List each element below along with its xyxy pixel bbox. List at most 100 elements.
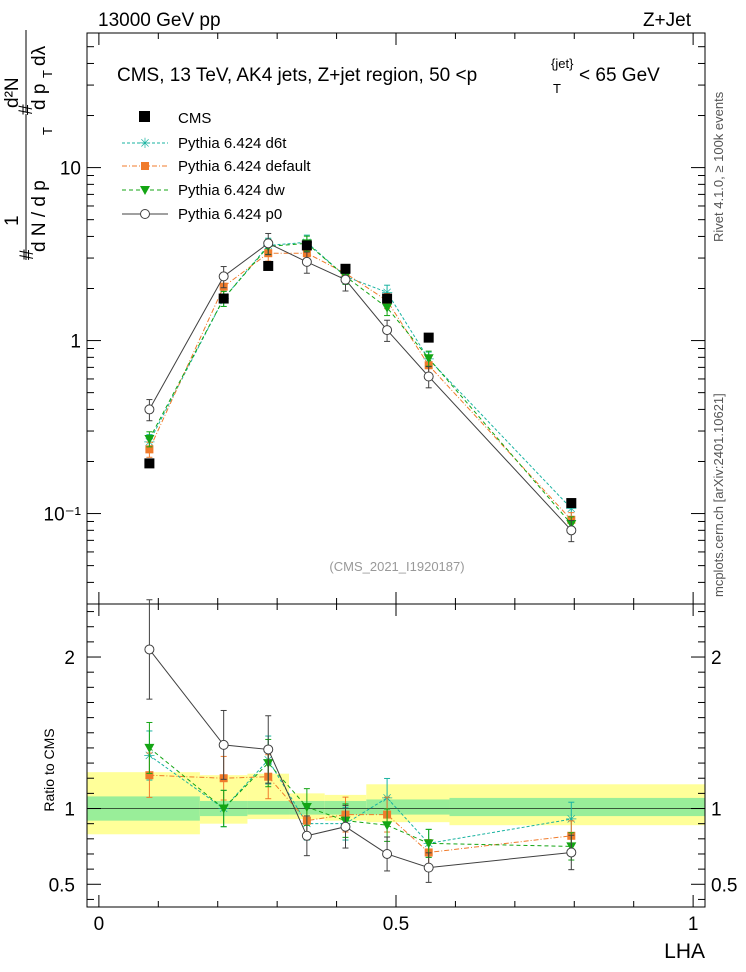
main-point-p0 <box>218 271 229 282</box>
ratio-point-p0 <box>382 848 393 859</box>
ratio-line-dw <box>149 747 572 847</box>
ylabel-denominator-sub: T <box>40 127 55 135</box>
legend-cms-label: CMS <box>178 110 211 127</box>
main-y-tick-labels: 10⁻¹ 1 10 <box>44 159 82 526</box>
main-y-label: # 1 d N / d p T # d p T dλ d²N <box>2 30 55 260</box>
ratio-point-p0 <box>423 862 434 873</box>
ratio-series: ✳✳✳✳✳✳✳✳ <box>144 599 577 883</box>
legend-default-label: Pythia 6.424 default <box>178 158 311 175</box>
main-y-tick-label: 1 <box>70 332 81 353</box>
plot-title-sup: {jet} <box>551 56 574 71</box>
main-point-p0 <box>340 274 351 285</box>
ratio-point-d6t: ✳ <box>565 811 577 827</box>
legend-d6t-label: Pythia 6.424 d6t <box>178 135 287 152</box>
main-series-d6t: ✳✳✳✳✳✳✳✳ <box>144 234 577 517</box>
ratio-y-tick-labels: 0.5 0.5 1 1 2 2 <box>49 648 738 896</box>
ratio-band-stat <box>366 799 450 815</box>
main-point-cms <box>218 293 229 304</box>
main-point-p0 <box>144 404 155 415</box>
main-line-dw <box>148 242 572 525</box>
main-point-cms <box>144 458 155 469</box>
main-point-dw <box>382 303 393 313</box>
ylabel-dlambda: dλ <box>29 45 50 66</box>
header-left: 13000 GeV pp <box>98 10 221 31</box>
ratio-frame <box>86 603 706 908</box>
analysis-id: (CMS_2021_I1920187) <box>329 559 464 574</box>
ratio-point-dw <box>423 839 434 849</box>
ratio-point-p0 <box>144 644 155 655</box>
main-point-cms <box>301 240 312 251</box>
main-point-cms <box>263 260 274 271</box>
ratio-line-default <box>149 774 572 853</box>
side-text-top: Rivet 4.1.0, ≥ 100k events <box>711 91 726 242</box>
legend-dw-label: Pythia 6.424 dw <box>178 182 285 199</box>
main-point-p0 <box>263 238 274 249</box>
main-line-d6t <box>148 241 572 509</box>
main-point-d6t: ✳ <box>565 500 577 516</box>
ratio-y-tick-label-right: 0.5 <box>711 875 737 896</box>
main-series-p0 <box>144 232 577 543</box>
main-series-dw <box>144 235 577 533</box>
main-point-d6t: ✳ <box>381 284 393 300</box>
legend-cms-marker <box>139 111 150 122</box>
ratio-point-p0 <box>263 744 274 755</box>
ratio-band-stat <box>449 797 705 817</box>
ratio-y-tick-label-right: 1 <box>711 800 722 821</box>
ylabel-d2n: d²N <box>2 77 23 108</box>
ratio-panel: 0.5 0.5 1 1 2 2 ✳✳✳✳✳✳✳✳ 00.51 Ratio to CMS L… <box>41 599 738 963</box>
legend: CMS ✳ Pythia 6.424 d6t Pythia 6.424 defa… <box>122 110 311 223</box>
side-text-bottom: mcplots.cern.ch [arXiv:2401.10621] <box>711 393 726 597</box>
ratio-point-dw <box>382 821 393 831</box>
plot-title-main: CMS, 13 TeV, AK4 jets, Z+jet region, 50 … <box>117 65 477 86</box>
ratio-point-p0 <box>566 847 577 858</box>
legend-p0-marker <box>140 209 150 219</box>
main-series-cms <box>144 240 577 509</box>
ylabel-denominator: d N / d p <box>29 180 50 252</box>
main-point-p0 <box>566 525 577 536</box>
main-point-cms <box>566 498 577 509</box>
main-point-dw <box>423 354 434 364</box>
legend-d6t-marker: ✳ <box>139 135 151 151</box>
ratio-y-label: Ratio to CMS <box>41 728 57 811</box>
x-tick-label: 0 <box>94 914 105 935</box>
ylabel-hash-1: # <box>17 249 38 260</box>
ratio-series-p0 <box>144 599 577 883</box>
ratio-y-tick-label: 1 <box>64 800 75 821</box>
ratio-y-tick-label: 0.5 <box>49 875 75 896</box>
legend-default-marker <box>141 162 149 170</box>
main-line-default <box>148 252 572 521</box>
main-point-cms <box>423 332 434 343</box>
main-y-tick-label: 10 <box>60 159 81 180</box>
main-point-cms <box>382 293 393 304</box>
x-tick-labels: 0 0.5 1 <box>94 914 699 935</box>
ratio-y-tick-label-right: 2 <box>711 648 722 669</box>
plot-title-sub: T <box>553 81 561 96</box>
ratio-point-dw <box>144 743 155 753</box>
ratio-point-p0 <box>301 830 312 841</box>
main-point-p0 <box>382 325 393 336</box>
ratio-bands <box>87 772 705 835</box>
ratio-y-tick-label: 2 <box>64 648 75 669</box>
x-axis-label: LHA <box>664 940 705 963</box>
main-point-p0 <box>423 371 434 382</box>
main-point-default <box>145 445 154 454</box>
ylabel-one: 1 <box>2 215 23 226</box>
main-series-default <box>145 245 576 529</box>
main-point-cms <box>340 263 351 274</box>
ratio-band-stat <box>247 800 290 815</box>
main-point-p0 <box>301 256 312 267</box>
ylabel-dp-sub: T <box>40 70 55 78</box>
ratio-point-dw <box>301 803 312 813</box>
x-tick-label: 0.5 <box>383 914 409 935</box>
ratio-point-p0 <box>340 821 351 832</box>
plot-title-tail: < 65 GeV <box>579 65 660 86</box>
main-point-dw <box>144 434 155 444</box>
ratio-point-dw <box>218 804 229 814</box>
header-right: Z+Jet <box>643 10 692 31</box>
legend-dw-marker <box>140 186 150 195</box>
legend-p0-label: Pythia 6.424 p0 <box>178 206 282 223</box>
ylabel-dp: d p <box>29 84 50 110</box>
ratio-line-p0 <box>148 649 572 869</box>
main-y-tick-label: 10⁻¹ <box>44 505 82 526</box>
main-line-p0 <box>148 242 572 531</box>
